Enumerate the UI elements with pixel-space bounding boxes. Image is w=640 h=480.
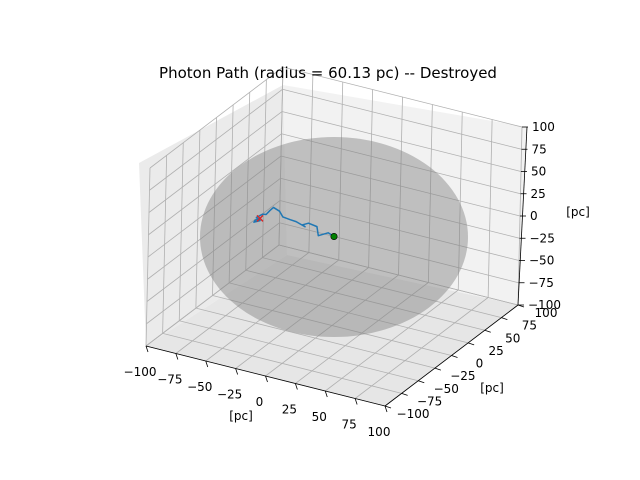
end-marker-stroke (256, 214, 264, 222)
x-tick-mark (205, 360, 209, 368)
y-tick-mark (517, 304, 525, 308)
z-tick-label: 0 (530, 209, 538, 223)
y-tick-mark (451, 355, 458, 358)
pane-floor (146, 255, 518, 406)
photon-path-line (253, 206, 335, 238)
y-tick-mark (384, 405, 392, 409)
z-tick-label: 75 (532, 142, 547, 156)
data-layer (253, 206, 338, 241)
z-tick-label: 25 (531, 187, 546, 201)
y-tick-label: 75 (522, 319, 537, 333)
axis-ticks: −100−100−100−75−75−75−50 −50−50−25−25−250… (124, 120, 561, 439)
y-gridline (261, 79, 502, 319)
start-point-marker (330, 233, 338, 241)
y-gridline (212, 117, 452, 356)
x-tick-label: −75 (157, 373, 182, 387)
chart-title: Photon Path (radius = 60.13 pc) -- Destr… (159, 64, 497, 82)
x-tick-label: −25 (217, 388, 242, 402)
x-tick-label: 50 (312, 410, 327, 424)
pane-left (139, 85, 287, 346)
y-tick-mark (501, 317, 508, 321)
z-axis-label: [pc] (566, 205, 590, 219)
end-point-marker (256, 214, 264, 222)
z-tick-label: −25 (530, 231, 555, 245)
y-gridline (278, 66, 519, 306)
z-tick-label: −100 (528, 298, 561, 312)
x-tick-mark (294, 383, 298, 390)
x-tick-mark (384, 405, 388, 413)
y-tick-label: −50 (434, 382, 459, 396)
y-tick-label: −100 (397, 407, 430, 421)
y-tick-label: −25 (450, 369, 475, 383)
x-tick-mark (324, 390, 328, 398)
y-tick-mark (401, 392, 408, 396)
z-tick-label: 50 (531, 165, 546, 179)
x-tick-mark (354, 398, 358, 405)
y-gridline (245, 92, 485, 331)
z-tick-label: 100 (532, 120, 555, 134)
x-axis-label: [pc] (229, 409, 253, 423)
grid-lines (145, 66, 523, 407)
y-gridline (228, 104, 469, 344)
y-gridline (178, 142, 419, 382)
x-tick-label: −100 (124, 365, 157, 379)
y-tick-label: 50 (505, 331, 520, 345)
y-tick-label: 0 (476, 357, 484, 371)
panes (139, 85, 527, 406)
y-tick-mark (434, 367, 442, 371)
z-tick-label: −50 (529, 254, 554, 268)
x-tick-label: 25 (282, 403, 297, 417)
x-tick-mark (145, 345, 149, 353)
pane-back (283, 85, 527, 305)
y-tick-mark (467, 342, 475, 346)
y-tick-mark (484, 329, 491, 333)
z-gridline (149, 66, 523, 169)
y-tick-label: −75 (417, 394, 442, 408)
x-tick-mark (175, 353, 179, 360)
x-tick-label: 100 (368, 425, 391, 439)
x-tick-label: 75 (341, 418, 356, 432)
y-gridline (162, 155, 402, 394)
x-tick-mark (235, 368, 239, 375)
y-tick-label: 100 (535, 306, 558, 320)
x-tick-label: −50 (187, 380, 212, 394)
y-axis-label: [pc] (480, 381, 504, 395)
y-tick-label: 25 (488, 344, 503, 358)
x-tick-label: 0 (256, 395, 264, 409)
x-tick-mark (265, 375, 268, 383)
y-tick-mark (418, 380, 425, 384)
z-tick-label: −75 (529, 276, 554, 290)
y-gridline (195, 130, 435, 369)
